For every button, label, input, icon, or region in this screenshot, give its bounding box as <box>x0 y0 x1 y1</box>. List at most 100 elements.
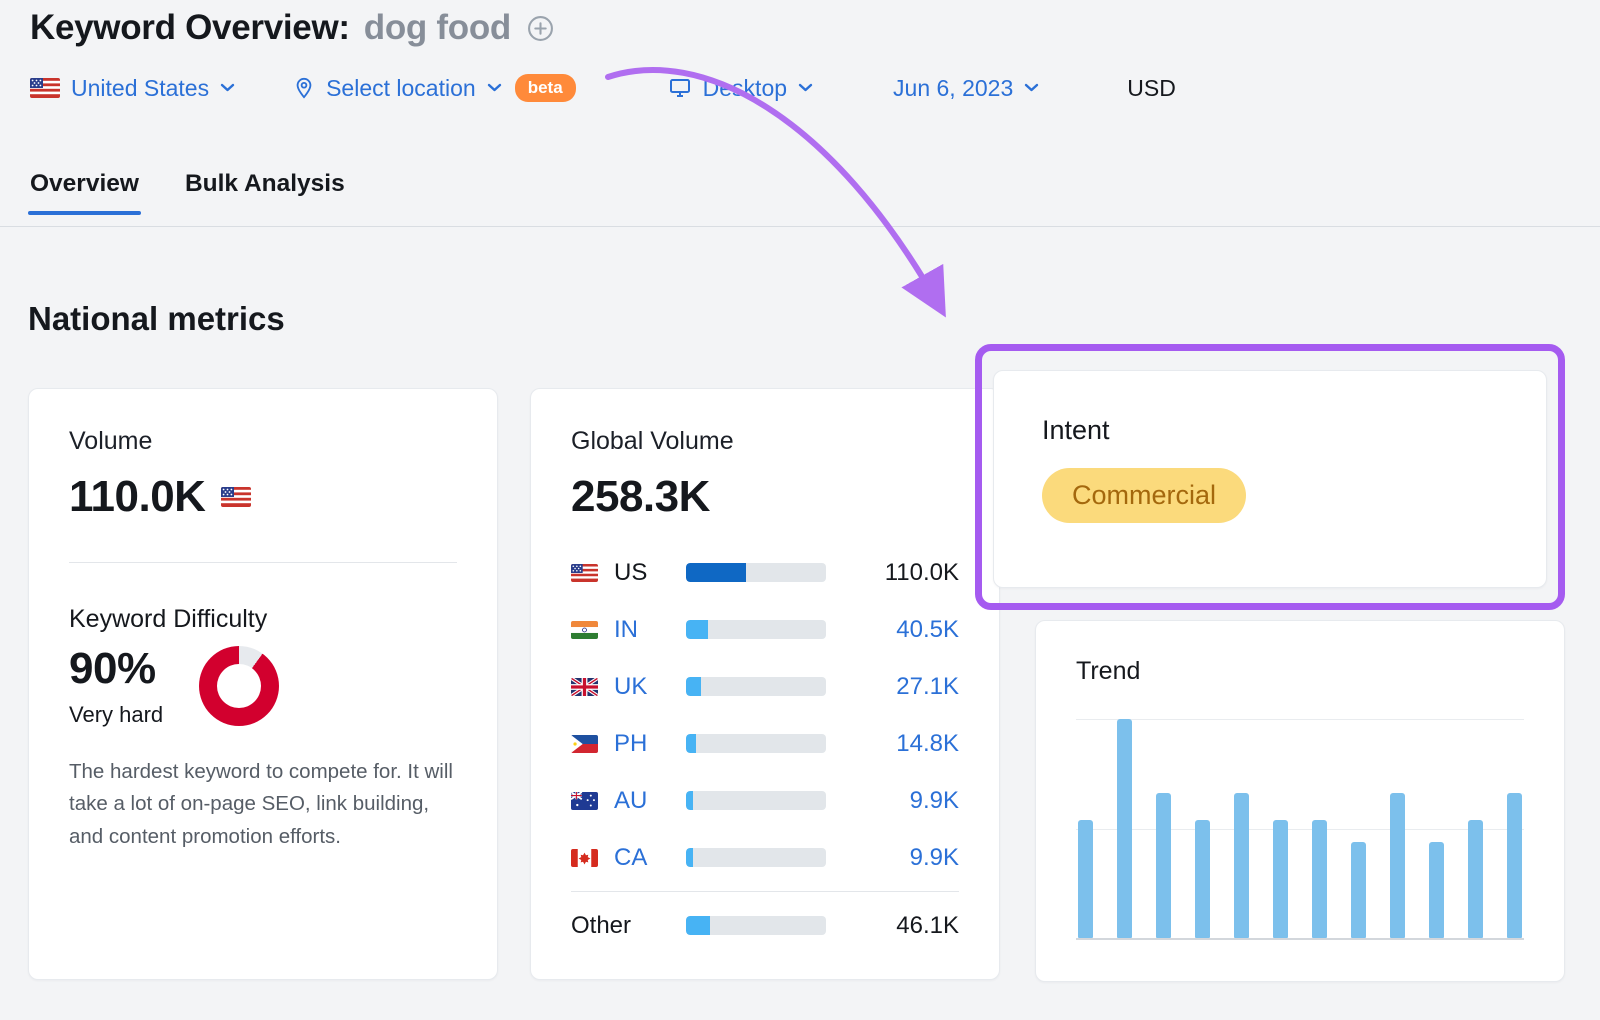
country-code[interactable]: CA <box>614 843 648 871</box>
flag-in-icon <box>571 620 598 639</box>
trend-bar <box>1390 793 1405 938</box>
trend-bar <box>1234 793 1249 938</box>
other-label: Other <box>571 911 632 939</box>
country-code[interactable]: PH <box>614 729 648 757</box>
other-volume-bar <box>686 916 826 935</box>
country-code[interactable]: UK <box>614 672 648 700</box>
country-volume-value[interactable]: 9.9K <box>909 843 959 871</box>
keyword-difficulty-row: 90% Very hard <box>69 644 457 728</box>
page-title-text: Keyword Overview: <box>30 8 350 47</box>
currency-label: USD <box>1127 74 1176 101</box>
global-volume-card: Global Volume 258.3K US 110.0K IN 40.5K UK 27… <box>530 388 1000 980</box>
trend-bar <box>1117 719 1132 938</box>
global-volume-label: Global Volume <box>571 427 734 455</box>
global-volume-rows: US 110.0K IN 40.5K UK 27.1K PH 14.8K AU 9.9K CA 9.9… <box>571 544 959 886</box>
flag-ca-icon <box>571 848 598 867</box>
country-volume-value[interactable]: 14.8K <box>896 729 959 757</box>
trend-bar <box>1507 793 1522 938</box>
country-code[interactable]: IN <box>614 615 638 643</box>
kd-percent: 90% <box>69 644 156 693</box>
beta-badge: beta <box>514 74 576 102</box>
trend-bars <box>1076 719 1524 938</box>
volume-value: 110.0K <box>69 472 206 521</box>
volume-value-row: 110.0K <box>69 472 457 522</box>
kd-level: Very hard <box>69 702 164 727</box>
flag-ph-icon <box>571 734 598 753</box>
location-selector[interactable]: Select location beta <box>293 74 576 102</box>
trend-bar <box>1351 841 1366 938</box>
date-selector[interactable]: Jun 6, 2023 <box>893 75 1039 102</box>
global-volume-row: CA 9.9K <box>571 829 959 886</box>
trend-bar <box>1273 819 1288 938</box>
country-volume-value[interactable]: 40.5K <box>896 615 959 643</box>
flag-au-icon <box>571 791 598 810</box>
country-selector[interactable]: United States <box>30 75 235 102</box>
monitor-icon <box>669 79 690 97</box>
flag-us-icon <box>30 78 60 98</box>
flag-uk-icon <box>571 677 598 696</box>
global-volume-other-row: Other 46.1K <box>571 897 959 954</box>
page-title: Keyword Overview: dog food <box>30 8 554 48</box>
trend-bar <box>1429 841 1444 938</box>
country-volume-bar <box>686 791 826 810</box>
trend-bar <box>1468 819 1483 938</box>
device-selector-label: Desktop <box>702 74 788 101</box>
trend-bar <box>1078 819 1093 938</box>
intent-card: Intent Commercial <box>993 370 1547 588</box>
date-selector-label: Jun 6, 2023 <box>893 74 1014 101</box>
gridline <box>1076 719 1524 720</box>
country-volume-bar <box>686 620 826 639</box>
card-divider <box>571 891 959 892</box>
global-volume-value: 258.3K <box>571 472 710 521</box>
volume-card: Volume 110.0K Keyword Difficulty 90% Ver… <box>28 388 498 980</box>
trend-chart <box>1076 719 1524 940</box>
trend-label: Trend <box>1076 657 1141 685</box>
device-selector[interactable]: Desktop <box>668 75 813 102</box>
country-selector-label: United States <box>71 74 210 101</box>
global-volume-row: UK 27.1K <box>571 658 959 715</box>
tab-divider <box>0 226 1600 227</box>
country-volume-bar <box>686 563 826 582</box>
location-selector-label: Select location <box>326 74 476 101</box>
country-volume-value[interactable]: 27.1K <box>896 672 959 700</box>
chevron-down-icon <box>220 83 235 92</box>
tab-bulk-analysis[interactable]: Bulk Analysis <box>184 170 345 197</box>
country-code: US <box>614 558 648 586</box>
country-volume-value: 110.0K <box>884 558 959 586</box>
volume-label: Volume <box>69 427 153 455</box>
gridline <box>1076 828 1524 830</box>
intent-badge-commercial: Commercial <box>1042 468 1247 523</box>
flag-us-icon <box>221 487 252 507</box>
tab-overview[interactable]: Overview <box>28 170 141 215</box>
card-divider <box>69 562 457 563</box>
intent-label: Intent <box>1042 415 1110 445</box>
flag-us-icon <box>571 563 598 582</box>
location-pin-icon <box>296 77 312 99</box>
trend-bar <box>1312 819 1327 938</box>
global-volume-row: US 110.0K <box>571 544 959 601</box>
global-volume-row: AU 9.9K <box>571 772 959 829</box>
global-volume-row: IN 40.5K <box>571 601 959 658</box>
chevron-down-icon <box>798 83 813 92</box>
chevron-down-icon <box>1025 83 1039 92</box>
keyword-difficulty-label: Keyword Difficulty <box>69 605 268 633</box>
country-volume-value[interactable]: 9.9K <box>909 786 959 814</box>
country-volume-bar <box>686 677 826 696</box>
trend-bar <box>1195 819 1210 938</box>
section-title: National metrics <box>28 300 285 337</box>
country-volume-bar <box>686 734 826 753</box>
filters-bar: United States Select location beta Deskt… <box>30 74 1176 102</box>
plus-circle-icon <box>528 15 553 41</box>
keyword-text: dog food <box>363 8 512 47</box>
difficulty-donut <box>199 646 280 726</box>
country-code[interactable]: AU <box>614 786 648 814</box>
other-volume-value: 46.1K <box>896 911 959 939</box>
kd-text-block: 90% Very hard <box>69 644 163 728</box>
global-volume-row: PH 14.8K <box>571 715 959 772</box>
tab-bar: Overview Bulk Analysis <box>28 170 345 215</box>
chevron-down-icon <box>487 83 501 92</box>
add-keyword-button[interactable] <box>527 15 554 42</box>
trend-bar <box>1156 793 1171 938</box>
kd-description: The hardest keyword to compete for. It w… <box>69 760 453 848</box>
